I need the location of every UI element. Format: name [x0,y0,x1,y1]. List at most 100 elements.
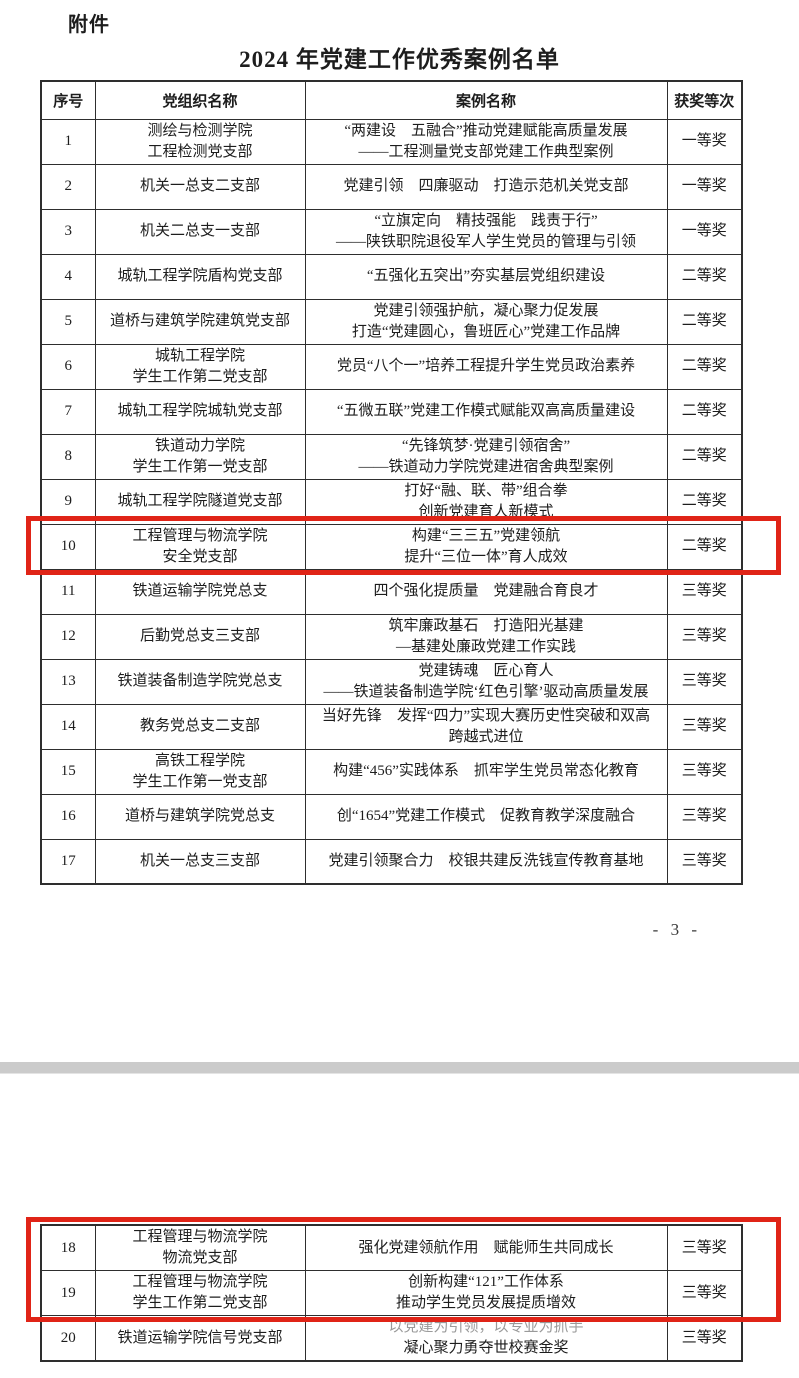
cell-no: 10 [40,523,96,570]
cell-case-line: 党建引领 四廉驱动 打造示范机关党支部 [343,178,629,194]
cell-no-line: 11 [61,583,76,599]
cell-case-line: “两建设 五融合”推动党建赋能高质量发展 [344,122,628,139]
cell-case: “立旗定向 精技强能 践责于行” ——陕铁职院退役军人学生党员的管理与引领 [304,208,668,255]
cell-no-line: 1 [64,133,73,149]
cell-no-line: 8 [64,448,73,464]
cell-org: 道桥与建筑学院党总支 [94,793,306,840]
cell-org: 测绘与检测学院 工程检测党支部 [94,118,306,165]
cell-case: 党员“八个一”培养工程提升学生党员政治素养 [304,343,668,390]
attachment-label: 附件 [68,14,110,36]
page-separator [0,1062,799,1074]
cell-no: 19 [40,1270,96,1316]
cell-case: 党建引领 四廉驱动 打造示范机关党支部 [304,163,668,210]
cell-org-line: 城轨工程学院 [154,347,245,364]
table-row: 19 工程管理与物流学院 学生工作第二党支部 创新构建“121”工作体系 推动学生党员发… [40,1270,743,1316]
cell-case: 构建“456”实践体系 抓牢学生党员常态化教育 [304,748,668,795]
cell-org-line: 高铁工程学院 [154,752,245,769]
cell-org: 工程管理与物流学院 安全党支部 [94,523,306,570]
cell-case-line: 筑牢廉政基石 打造阳光基建 [388,617,584,634]
cell-case: 打好“融、联、带”组合拳 创新党建育人新模式 [304,478,668,525]
cell-org: 机关一总支三支部 [94,838,306,885]
cell-case: 党建引领强护航，凝心聚力促发展 打造“党建圆心，鲁班匠心”党建工作品牌 [304,298,668,345]
cell-org-line: 城轨工程学院隧道党支部 [117,493,283,509]
cell-award: 三等奖 [666,613,743,660]
cell-award-line: 三等奖 [681,852,727,869]
cell-no-line: 14 [60,718,76,734]
cell-org: 城轨工程学院盾构党支部 [94,253,306,300]
table-row: 5 道桥与建筑学院建筑党支部 党建引领强护航，凝心聚力促发展 打造“党建圆心，鲁班匠心… [40,298,743,345]
document-title: 2024 年党建工作优秀案例名单 [239,47,560,72]
cell-case-line: 四个强化提质量 党建融合育良才 [373,583,599,599]
cell-award-line: 三等奖 [681,763,727,779]
cell-case-line: 党员“八个一”培养工程提升学生党员政治素养 [336,358,636,374]
table-row: 6 城轨工程学院 学生工作第二党支部 党员“八个一”培养工程提升学生党员政治素养 二等奖 [40,343,743,390]
cell-case-line: ——铁道装备制造学院‘红色引擎’驱动高质量发展 [323,683,649,700]
cell-no: 5 [40,298,96,345]
table-row: 20 铁道运输学院信号党支部 以党建为引领，以专业为抓手 凝心聚力勇夺世校赛金奖 三等奖 [40,1315,743,1362]
cell-org-line: 工程管理与物流学院 [132,527,268,544]
cell-no-line: 3 [64,223,73,239]
cell-org-line: 学生工作第一党支部 [132,773,268,790]
cell-no: 8 [40,433,96,480]
cell-no-line: 20 [60,1329,76,1346]
cell-org-line: 机关一总支三支部 [139,852,260,869]
cell-no-line: 15 [60,763,76,779]
cell-case-line: ——工程测量党支部党建工作典型案例 [358,143,614,160]
cell-no: 4 [40,253,96,300]
cell-org-line: 工程管理与物流学院 [132,1274,268,1290]
table-row: 15 高铁工程学院学生工作第一党支部 构建“456”实践体系 抓牢学生党员常态化教育… [40,748,743,795]
cell-case-line: “先锋筑梦·党建引领宿舍” [401,437,571,454]
cell-case: 四个强化提质量 党建融合育良才 [304,568,668,615]
cell-org: 工程管理与物流学院 物流党支部 [94,1224,306,1271]
table-row: 10 工程管理与物流学院 安全党支部 构建“三三五”党建领航 提升“三位一体”育人成效二… [40,523,743,570]
cell-case-line: 创新构建“121”工作体系 [408,1274,564,1290]
cell-org-line: 后勤党总支三支部 [139,628,260,644]
cell-org-line: 测绘与检测学院 [147,122,253,139]
cell-no-line: 9 [64,493,73,509]
cell-award-line: 三等奖 [681,628,727,644]
cell-case-line: “五强化五突出”夯实基层党组织建设 [366,268,606,284]
cell-award: 三等奖 [666,1315,743,1362]
cell-award: 三等奖 [666,703,743,750]
cell-award-line: 一等奖 [681,133,727,149]
cell-case-line: 党建引领聚合力 校银共建反洗钱宣传教育基地 [328,852,644,869]
cell-no: 14 [40,703,96,750]
cell-org-line: 铁道装备制造学院党总支 [117,673,283,689]
cell-case-line: ——铁道动力学院党建进宿舍典型案例 [358,458,614,475]
cell-no-line: 13 [60,673,76,689]
cell-no-line: 7 [64,403,73,419]
cell-award: 三等奖 [666,1224,743,1271]
cell-case: 当好先锋 发挥“四力”实现大赛历史性突破和双高 跨越式进位 [304,703,668,750]
cell-case-line: —基建处廉政党建工作实践 [395,638,576,655]
cell-award: 三等奖 [666,1270,743,1316]
cell-award: 一等奖 [666,163,743,210]
cell-no: 15 [40,748,96,795]
cell-case: 党建引领聚合力 校银共建反洗钱宣传教育基地 [304,838,668,885]
cell-no: 3 [40,208,96,255]
cell-org-line: 教务党总支二支部 [139,718,260,734]
table-row: 7 城轨工程学院城轨党支部 “五微五联”党建工作模式赋能双高高质量建设 二等奖 [40,388,743,435]
cell-org: 道桥与建筑学院建筑党支部 [94,298,306,345]
cell-org: 铁道运输学院党总支 [94,568,306,615]
cell-award-line: 三等奖 [681,1284,727,1301]
cell-org-line: 城轨工程学院城轨党支部 [117,403,283,419]
cell-no: 1 [40,118,96,165]
cell-case-line: 当好先锋 发挥“四力”实现大赛历史性突破和双高 [321,707,651,724]
cell-case-line: 党建铸魂 匠心育人 [418,662,554,679]
column-header-org: 党组织名称 [94,80,306,120]
cell-case-line: 凝心聚力勇夺世校赛金奖 [403,1340,569,1356]
cell-no: 2 [40,163,96,210]
cell-case: 创“1654”党建工作模式 促教育教学深度融合 [304,793,668,840]
page-number: - 3 - [652,920,701,939]
table-row: 4 城轨工程学院盾构党支部 “五强化五突出”夯实基层党组织建设 二等奖 [40,253,743,300]
cell-no: 16 [40,793,96,840]
cell-award-line: 二等奖 [681,268,727,284]
cell-case-line: ——陕铁职院退役军人学生党员的管理与引领 [335,233,636,250]
table-row: 12 后勤党总支三支部 筑牢廉政基石 打造阳光基建 —基建处廉政党建工作实践 三等奖 [40,613,743,660]
cell-case: 构建“三三五”党建领航 提升“三位一体”育人成效 [304,523,668,570]
cell-no: 6 [40,343,96,390]
cell-org-line: 学生工作第二党支部 [132,368,268,385]
cell-case-line: 提升“三位一体”育人成效 [404,548,568,565]
cell-org-line: 铁道运输学院信号党支部 [117,1329,283,1346]
cell-case-line: 党建引领强护航，凝心聚力促发展 [373,302,599,319]
